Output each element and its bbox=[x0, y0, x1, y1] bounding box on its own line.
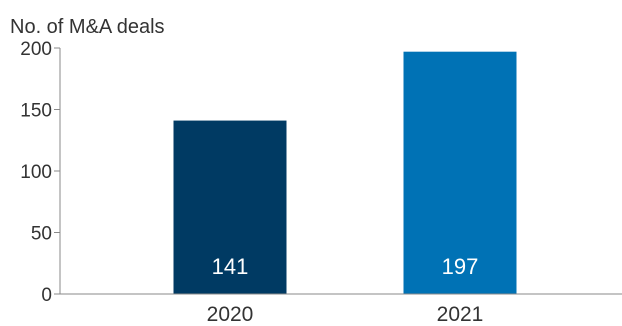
x-tick-label: 2021 bbox=[437, 303, 484, 326]
y-tick-label: 200 bbox=[20, 39, 52, 60]
y-tick-label: 0 bbox=[41, 285, 52, 306]
bar-2020 bbox=[173, 120, 287, 294]
y-tick-label: 50 bbox=[31, 224, 52, 245]
plot-area: 0 50 100 150 200 141 197 2020 2021 bbox=[20, 39, 622, 326]
data-label-2020: 141 bbox=[212, 254, 249, 279]
data-label-2021: 197 bbox=[442, 254, 479, 279]
bar-2021 bbox=[403, 51, 517, 294]
y-tick-label: 100 bbox=[20, 162, 52, 183]
y-tick-label: 150 bbox=[20, 101, 52, 122]
x-tick-label: 2020 bbox=[207, 303, 254, 326]
y-axis-label: No. of M&A deals bbox=[10, 16, 165, 38]
